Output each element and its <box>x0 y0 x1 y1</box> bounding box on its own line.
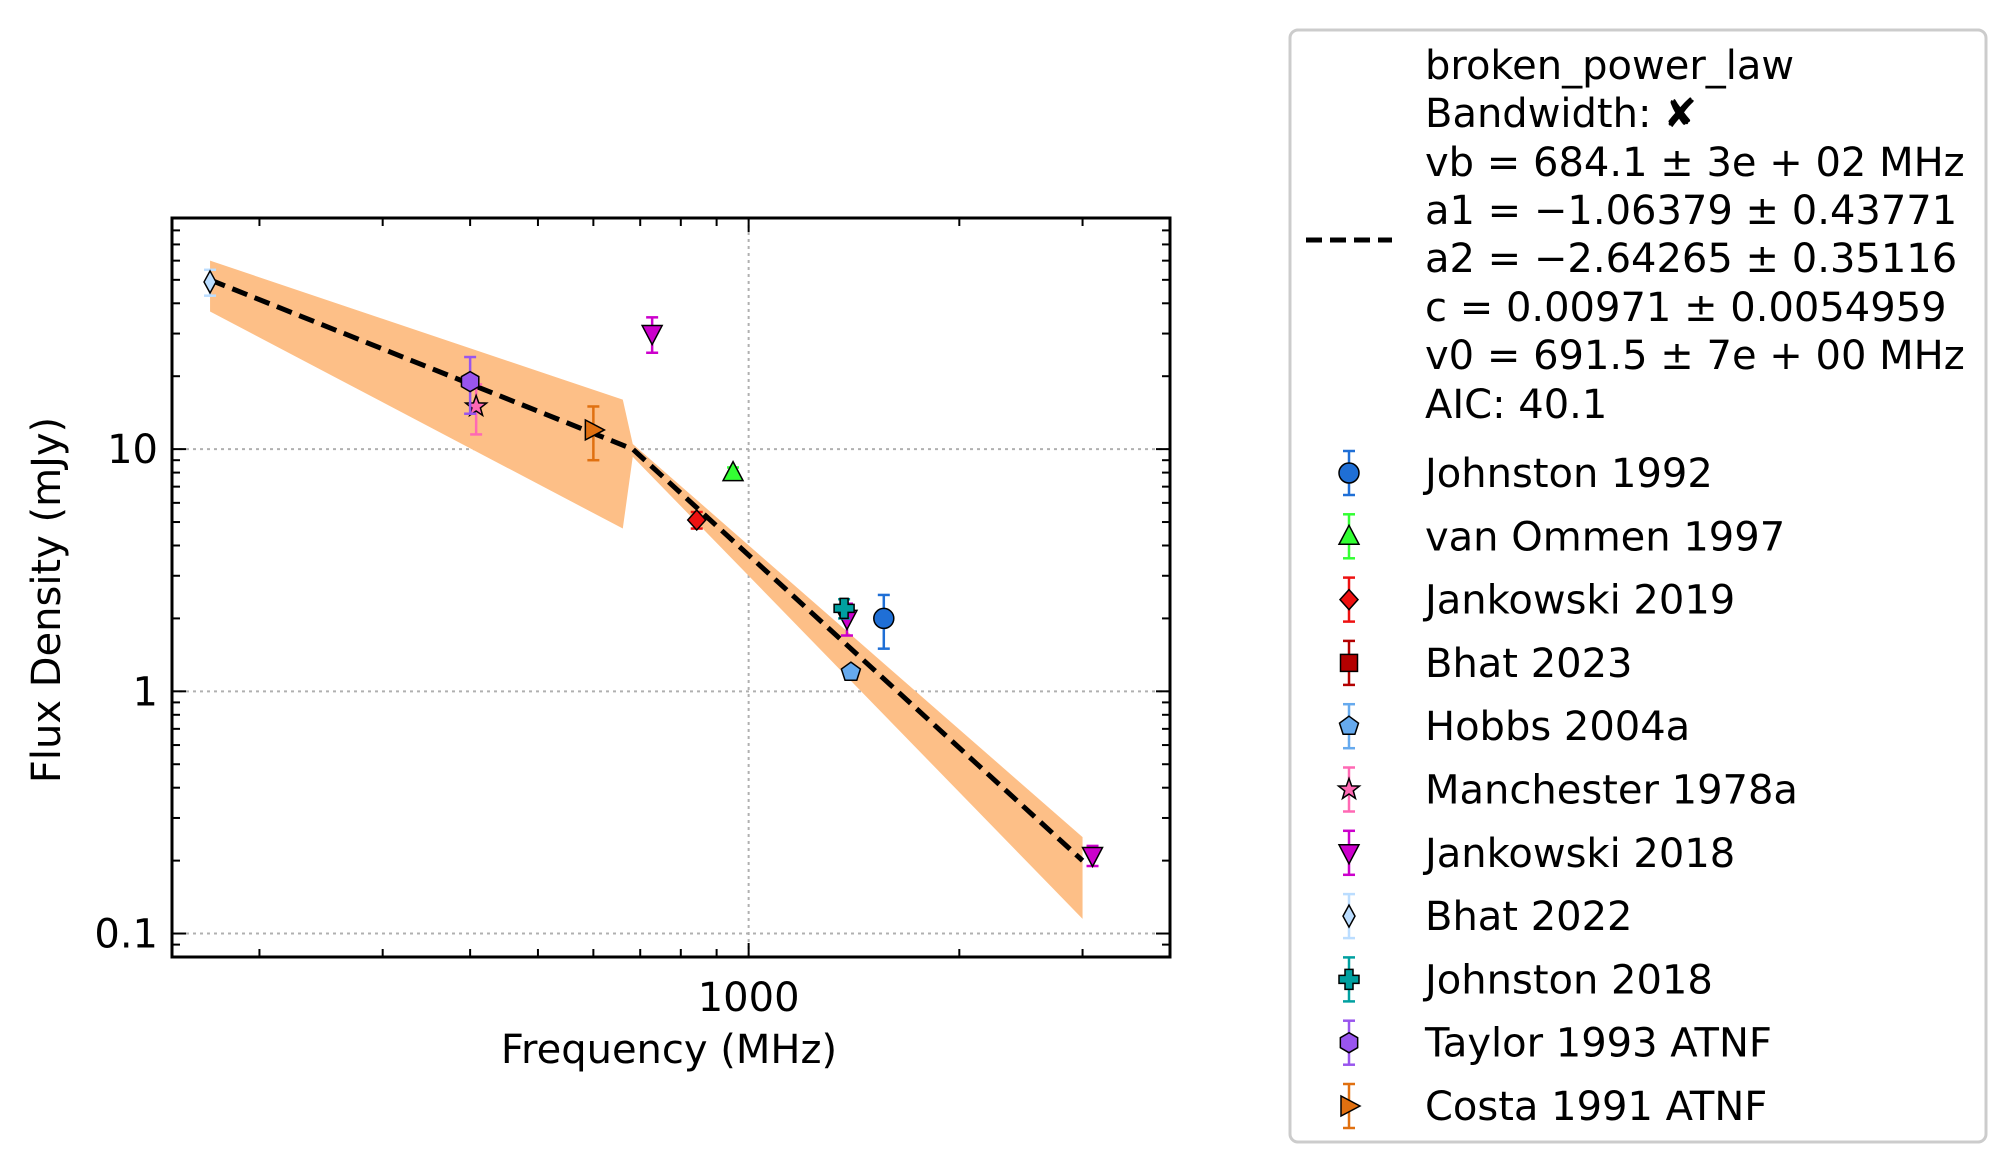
legend-fit-param-a1: a1 = −1.06379 ± 0.43771 <box>1425 188 1957 234</box>
legend-entry: Johnston 2018 <box>1338 956 1713 1003</box>
marker-shape <box>873 607 895 630</box>
marker-shape <box>1338 715 1360 736</box>
marker-shape <box>686 508 707 532</box>
legend-entry: Costa 1991 ATNF <box>1340 1082 1767 1130</box>
axis-ticks <box>172 217 1171 958</box>
legend-fit-aic: AIC: 40.1 <box>1425 382 1607 428</box>
data-point <box>721 459 745 482</box>
x-tick-label: 1000 <box>698 975 800 1021</box>
marker-shape <box>640 324 664 347</box>
marker-shape <box>1337 523 1361 546</box>
data-point <box>840 661 862 681</box>
axes-frame <box>170 216 1172 959</box>
legend-fit-name: broken_power_law <box>1425 43 1794 89</box>
legend-entry: Manchester 1978a <box>1336 766 1798 814</box>
marker-shape <box>1338 968 1360 991</box>
legend-entry-label: Bhat 2022 <box>1425 894 1633 940</box>
fit-line <box>209 277 1085 863</box>
data-point <box>460 355 480 415</box>
grid-lines <box>172 218 1170 957</box>
fit-uncertainty-band <box>210 260 1083 919</box>
data-point <box>1081 844 1104 869</box>
legend-entry: Bhat 2023 <box>1339 639 1633 687</box>
data-point <box>640 316 664 354</box>
legend-entry: Taylor 1993 ATNF <box>1339 1019 1772 1067</box>
data-point <box>873 593 895 650</box>
fit-curve <box>209 277 1085 863</box>
tick-labels: 1000 0.1 1 10 <box>94 427 799 1021</box>
legend-entry-label: Costa 1991 ATNF <box>1425 1084 1767 1130</box>
legend-box <box>1288 28 1988 1144</box>
legend-fit-bandwidth: Bandwidth: ✘ <box>1425 91 1697 137</box>
marker-shape <box>1081 846 1104 869</box>
legend-entry: Jankowski 2019 <box>1338 576 1735 624</box>
legend-entry: Bhat 2022 <box>1342 892 1633 940</box>
data-point <box>203 268 217 297</box>
marker-shape <box>1336 776 1362 801</box>
marker-shape <box>1338 462 1360 484</box>
data-points <box>203 268 1104 869</box>
data-point <box>833 597 855 620</box>
legend-entry-label: Jankowski 2019 <box>1422 578 1735 624</box>
marker-shape <box>1337 844 1361 866</box>
legend-series-entries: Johnston 1992 van Ommen 1997 Jankowski 201… <box>1336 449 1798 1130</box>
legend-entry: van Ommen 1997 <box>1337 513 1785 560</box>
marker-shape <box>1342 903 1356 929</box>
y-tick-label: 10 <box>107 427 158 473</box>
marker-shape <box>460 370 480 393</box>
marker-shape <box>203 269 217 295</box>
legend-fit-param-v0: v0 = 691.5 ± 7e + 00 MHz <box>1425 333 1965 379</box>
marker-shape <box>1338 588 1360 611</box>
legend-entry-label: Manchester 1978a <box>1425 768 1798 814</box>
marker-shape <box>584 418 606 442</box>
legend-entry-label: van Ommen 1997 <box>1425 514 1785 560</box>
marker-shape <box>1340 1094 1362 1118</box>
legend-entry-label: Taylor 1993 ATNF <box>1424 1021 1772 1067</box>
legend-fit-param-vb: vb = 684.1 ± 3e + 02 MHz <box>1425 140 1965 186</box>
legend-entry-label: Jankowski 2018 <box>1422 831 1735 877</box>
data-point <box>686 508 707 532</box>
y-axis-label: Flux Density (mJy) <box>24 417 70 783</box>
legend-entry: Jankowski 2018 <box>1337 829 1735 877</box>
legend-entry-label: Johnston 1992 <box>1422 451 1713 497</box>
marker-shape <box>721 459 745 482</box>
marker-shape <box>1339 653 1359 673</box>
legend-fit-bandwidth-label: Bandwidth: <box>1425 91 1651 137</box>
marker-shape <box>463 393 489 418</box>
y-tick-label: 1 <box>133 669 158 715</box>
legend: broken_power_law Bandwidth: ✘ vb = 684.1 … <box>1288 28 1988 1144</box>
fit-band-area <box>210 260 1083 919</box>
marker-shape <box>840 661 862 681</box>
legend-entry: Johnston 1992 <box>1338 449 1713 497</box>
legend-entry: Hobbs 2004a <box>1338 702 1690 750</box>
data-point <box>584 405 606 462</box>
x-axis-label: Frequency (MHz) <box>501 1027 837 1073</box>
marker-shape <box>833 597 855 620</box>
marker-shape <box>1339 1031 1359 1054</box>
legend-entry-label: Johnston 2018 <box>1422 957 1713 1003</box>
y-tick-label: 0.1 <box>94 912 158 958</box>
legend-fit-param-a2: a2 = −2.64265 ± 0.35116 <box>1425 236 1957 282</box>
cross-icon: ✘ <box>1663 91 1697 137</box>
legend-fit-param-c: c = 0.00971 ± 0.0054959 <box>1425 285 1947 331</box>
legend-entry-label: Bhat 2023 <box>1425 641 1633 687</box>
axes-border <box>170 216 1172 959</box>
legend-entry-label: Hobbs 2004a <box>1425 704 1690 750</box>
